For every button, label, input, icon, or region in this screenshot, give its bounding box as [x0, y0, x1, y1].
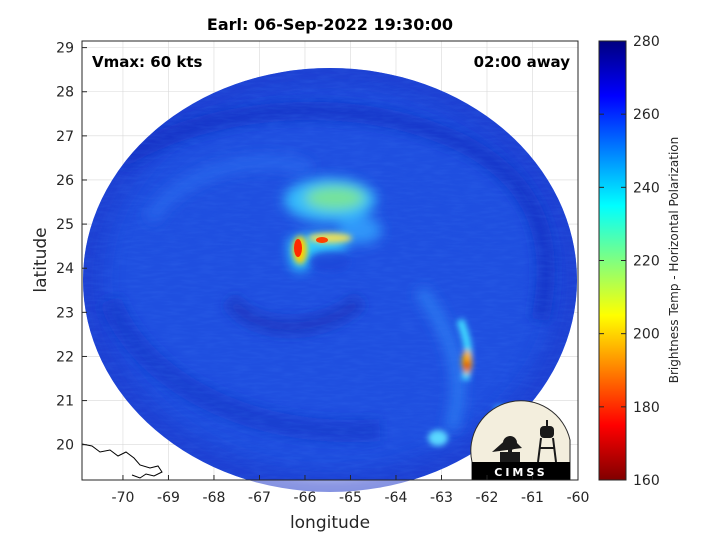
colorbar-ticks: 160 180 200 220 240 260 280: [599, 34, 660, 489]
x-tick-label: -62: [476, 490, 499, 506]
y-tick-label: 29: [56, 41, 74, 57]
y-tick-label: 24: [56, 261, 74, 277]
colorbar-tick-label: 260: [633, 107, 660, 123]
microwave-swath: [83, 68, 577, 492]
y-tick-label: 21: [56, 394, 74, 410]
x-tick-label: -64: [385, 490, 408, 506]
plot-title: Earl: 06-Sep-2022 19:30:00: [207, 15, 453, 34]
time-away-label: 02:00 away: [474, 53, 571, 71]
colorbar-tick-label: 240: [633, 180, 660, 196]
y-tick-label: 26: [56, 173, 74, 189]
x-tick-label: -66: [294, 490, 317, 506]
y-tick-label: 25: [56, 217, 74, 233]
x-axis-ticks: -70 -69 -68 -67 -66 -65 -64 -63 -62 -61 -60: [112, 475, 590, 506]
x-tick-label: -61: [521, 490, 544, 506]
colorbar-tick-label: 160: [633, 473, 660, 489]
y-tick-label: 28: [56, 85, 74, 101]
x-axis-label: longitude: [290, 513, 370, 533]
y-axis-label: latitude: [31, 227, 51, 292]
y-tick-label: 27: [56, 129, 74, 145]
plot-area: CIMSS Vmax: 60 kts 02:00 away: [81, 40, 579, 492]
cimss-logo: CIMSS: [470, 400, 571, 481]
colorbar-tick-label: 200: [633, 327, 660, 343]
colorbar-tick-label: 220: [633, 254, 660, 270]
x-tick-label: -63: [430, 490, 453, 506]
x-tick-label: -69: [157, 490, 180, 506]
x-tick-label: -68: [203, 490, 226, 506]
colorbar-tick-label: 180: [633, 400, 660, 416]
x-tick-label: -70: [112, 490, 135, 506]
colorbar-tick-label: 280: [633, 34, 660, 50]
y-tick-label: 22: [56, 349, 74, 365]
x-tick-label: -65: [339, 490, 362, 506]
tower-icon: [537, 420, 557, 463]
vmax-label: Vmax: 60 kts: [92, 53, 202, 71]
y-tick-label: 23: [56, 305, 74, 321]
colorbar-label: Brightness Temp - Horizontal Polarizatio…: [667, 137, 681, 384]
x-tick-label: -60: [567, 490, 590, 506]
warm-core-hotspot: [294, 237, 328, 257]
y-tick-label: 20: [56, 438, 74, 454]
colorbar: 160 180 200 220 240 260 280 Brightness Temp - …: [598, 34, 681, 489]
logo-text: CIMSS: [494, 466, 547, 479]
x-tick-label: -67: [248, 490, 271, 506]
y-axis-ticks: 20 21 22 23 24 25 26 27 28 29: [56, 41, 87, 454]
coastline: [81, 443, 163, 479]
